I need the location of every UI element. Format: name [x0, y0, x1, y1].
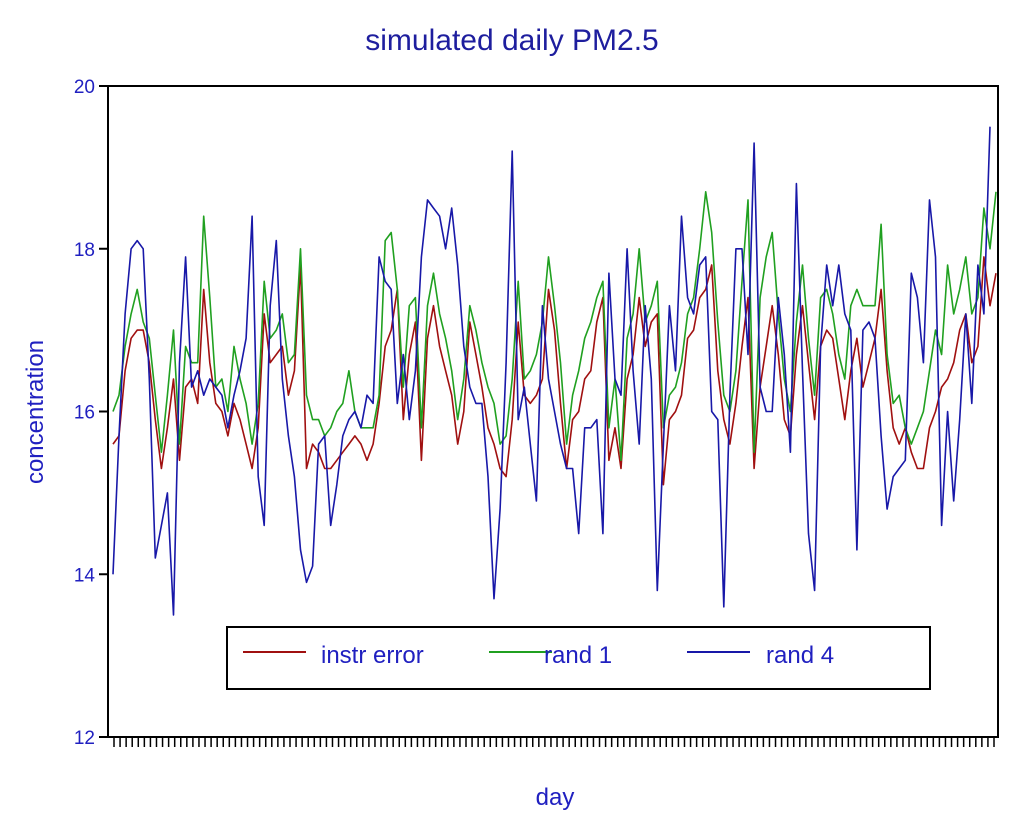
axes-layer: 12 14 16 18 20	[74, 77, 999, 749]
series-layer	[112, 126, 997, 616]
legend-label-3: rand 4	[766, 642, 834, 669]
series-line-2	[112, 191, 997, 462]
chart-title: simulated daily PM2.5	[365, 24, 659, 57]
y-tick-label: 12	[74, 728, 95, 749]
legend-box	[226, 626, 931, 690]
legend-items: instr error rand 1 rand 4	[243, 642, 834, 669]
series-line-3	[112, 126, 991, 616]
legend: instr error rand 1 rand 4	[226, 626, 931, 690]
y-tick-label: 18	[74, 240, 95, 261]
y-tick-label: 16	[74, 403, 95, 424]
y-tick-label: 14	[74, 565, 96, 586]
legend-label-2: rand 1	[544, 642, 612, 669]
series-line-1	[112, 256, 997, 486]
y-tick-label: 20	[74, 77, 95, 98]
legend-label-1: instr error	[321, 642, 424, 669]
x-axis-label: day	[535, 784, 575, 811]
